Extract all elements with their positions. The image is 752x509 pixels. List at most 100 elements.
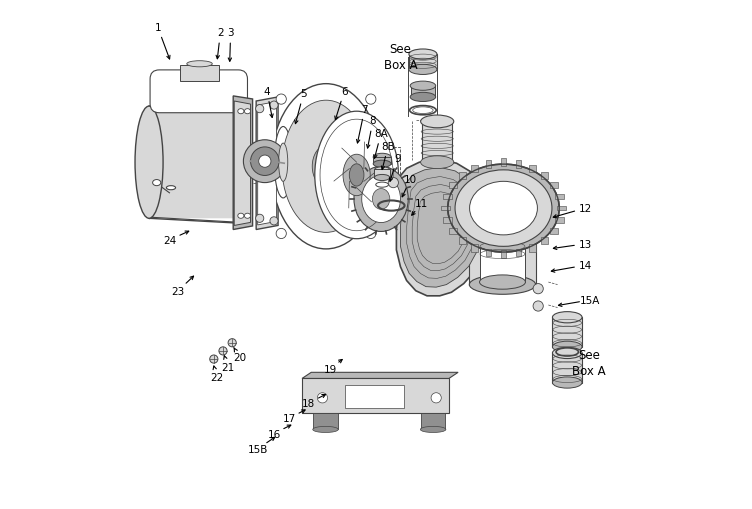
Bar	[550, 183, 558, 189]
Ellipse shape	[420, 116, 453, 129]
Text: 14: 14	[578, 261, 592, 271]
Polygon shape	[234, 102, 250, 226]
Text: 13: 13	[578, 239, 592, 249]
Bar	[472, 245, 478, 252]
Ellipse shape	[409, 50, 437, 60]
Bar	[345, 385, 404, 408]
Text: 3: 3	[227, 28, 234, 38]
Bar	[553, 318, 582, 347]
Bar	[529, 165, 536, 173]
Text: 15B: 15B	[247, 444, 268, 454]
Ellipse shape	[409, 65, 437, 75]
Circle shape	[270, 102, 278, 110]
Bar	[550, 229, 558, 235]
Text: 7: 7	[362, 104, 368, 115]
Ellipse shape	[374, 167, 390, 174]
Ellipse shape	[447, 165, 559, 252]
Bar	[555, 218, 564, 223]
Ellipse shape	[135, 107, 163, 219]
Bar	[441, 207, 450, 211]
Circle shape	[219, 347, 227, 355]
Text: 18: 18	[302, 398, 315, 408]
Circle shape	[365, 229, 376, 239]
Bar	[443, 194, 452, 200]
Ellipse shape	[469, 214, 535, 234]
Ellipse shape	[186, 62, 212, 68]
Bar	[374, 157, 391, 164]
Bar	[459, 173, 466, 180]
Bar	[480, 230, 526, 282]
Text: 8B: 8B	[381, 142, 395, 152]
Polygon shape	[258, 102, 277, 225]
Polygon shape	[302, 373, 458, 379]
Bar	[486, 160, 491, 168]
Bar	[421, 413, 445, 430]
Bar	[449, 183, 457, 189]
Circle shape	[256, 105, 264, 114]
Ellipse shape	[376, 183, 389, 188]
Polygon shape	[156, 80, 244, 104]
Ellipse shape	[282, 101, 370, 233]
Text: 16: 16	[268, 429, 280, 439]
Text: 12: 12	[578, 204, 592, 214]
Circle shape	[317, 393, 328, 403]
Text: 11: 11	[415, 199, 429, 209]
Bar	[541, 238, 548, 244]
Ellipse shape	[315, 112, 399, 239]
Bar	[409, 55, 437, 70]
Ellipse shape	[343, 155, 370, 196]
Text: 20: 20	[233, 352, 246, 362]
Ellipse shape	[420, 157, 453, 169]
Ellipse shape	[274, 127, 292, 199]
Text: 8A: 8A	[374, 129, 388, 139]
Circle shape	[388, 178, 399, 188]
Text: 22: 22	[211, 373, 223, 383]
Circle shape	[276, 229, 287, 239]
Circle shape	[533, 301, 543, 312]
Text: 2: 2	[217, 28, 224, 38]
Bar	[516, 249, 521, 257]
Ellipse shape	[480, 223, 526, 237]
FancyBboxPatch shape	[150, 71, 247, 114]
Text: 4: 4	[263, 87, 270, 97]
Ellipse shape	[244, 109, 250, 115]
Text: 10: 10	[404, 174, 417, 184]
Text: 17: 17	[283, 413, 296, 423]
Circle shape	[365, 95, 376, 105]
Circle shape	[276, 95, 287, 105]
Bar	[411, 87, 435, 98]
Bar	[302, 379, 449, 413]
Ellipse shape	[553, 342, 582, 353]
Circle shape	[210, 355, 218, 363]
Ellipse shape	[349, 164, 364, 187]
Bar	[469, 224, 535, 285]
Ellipse shape	[553, 312, 582, 323]
Ellipse shape	[480, 275, 526, 290]
Ellipse shape	[373, 161, 391, 168]
Bar	[443, 218, 452, 223]
Circle shape	[270, 217, 278, 225]
Circle shape	[431, 393, 441, 403]
Text: 9: 9	[394, 154, 401, 164]
Ellipse shape	[312, 147, 340, 187]
Polygon shape	[401, 168, 483, 288]
Text: 5: 5	[300, 89, 307, 99]
Text: 6: 6	[341, 87, 347, 97]
Circle shape	[533, 284, 543, 294]
Circle shape	[250, 148, 279, 176]
Bar	[459, 238, 466, 244]
Bar	[180, 66, 220, 81]
Ellipse shape	[373, 154, 391, 162]
Bar	[422, 122, 453, 163]
Ellipse shape	[455, 171, 552, 247]
Bar	[374, 170, 390, 178]
Polygon shape	[233, 97, 253, 230]
Text: 15A: 15A	[580, 295, 600, 305]
Bar	[486, 249, 491, 257]
Ellipse shape	[374, 175, 390, 181]
Text: 19: 19	[323, 364, 337, 374]
Bar	[314, 413, 338, 430]
Ellipse shape	[410, 82, 435, 91]
Ellipse shape	[469, 275, 535, 295]
Text: 23: 23	[171, 286, 185, 296]
